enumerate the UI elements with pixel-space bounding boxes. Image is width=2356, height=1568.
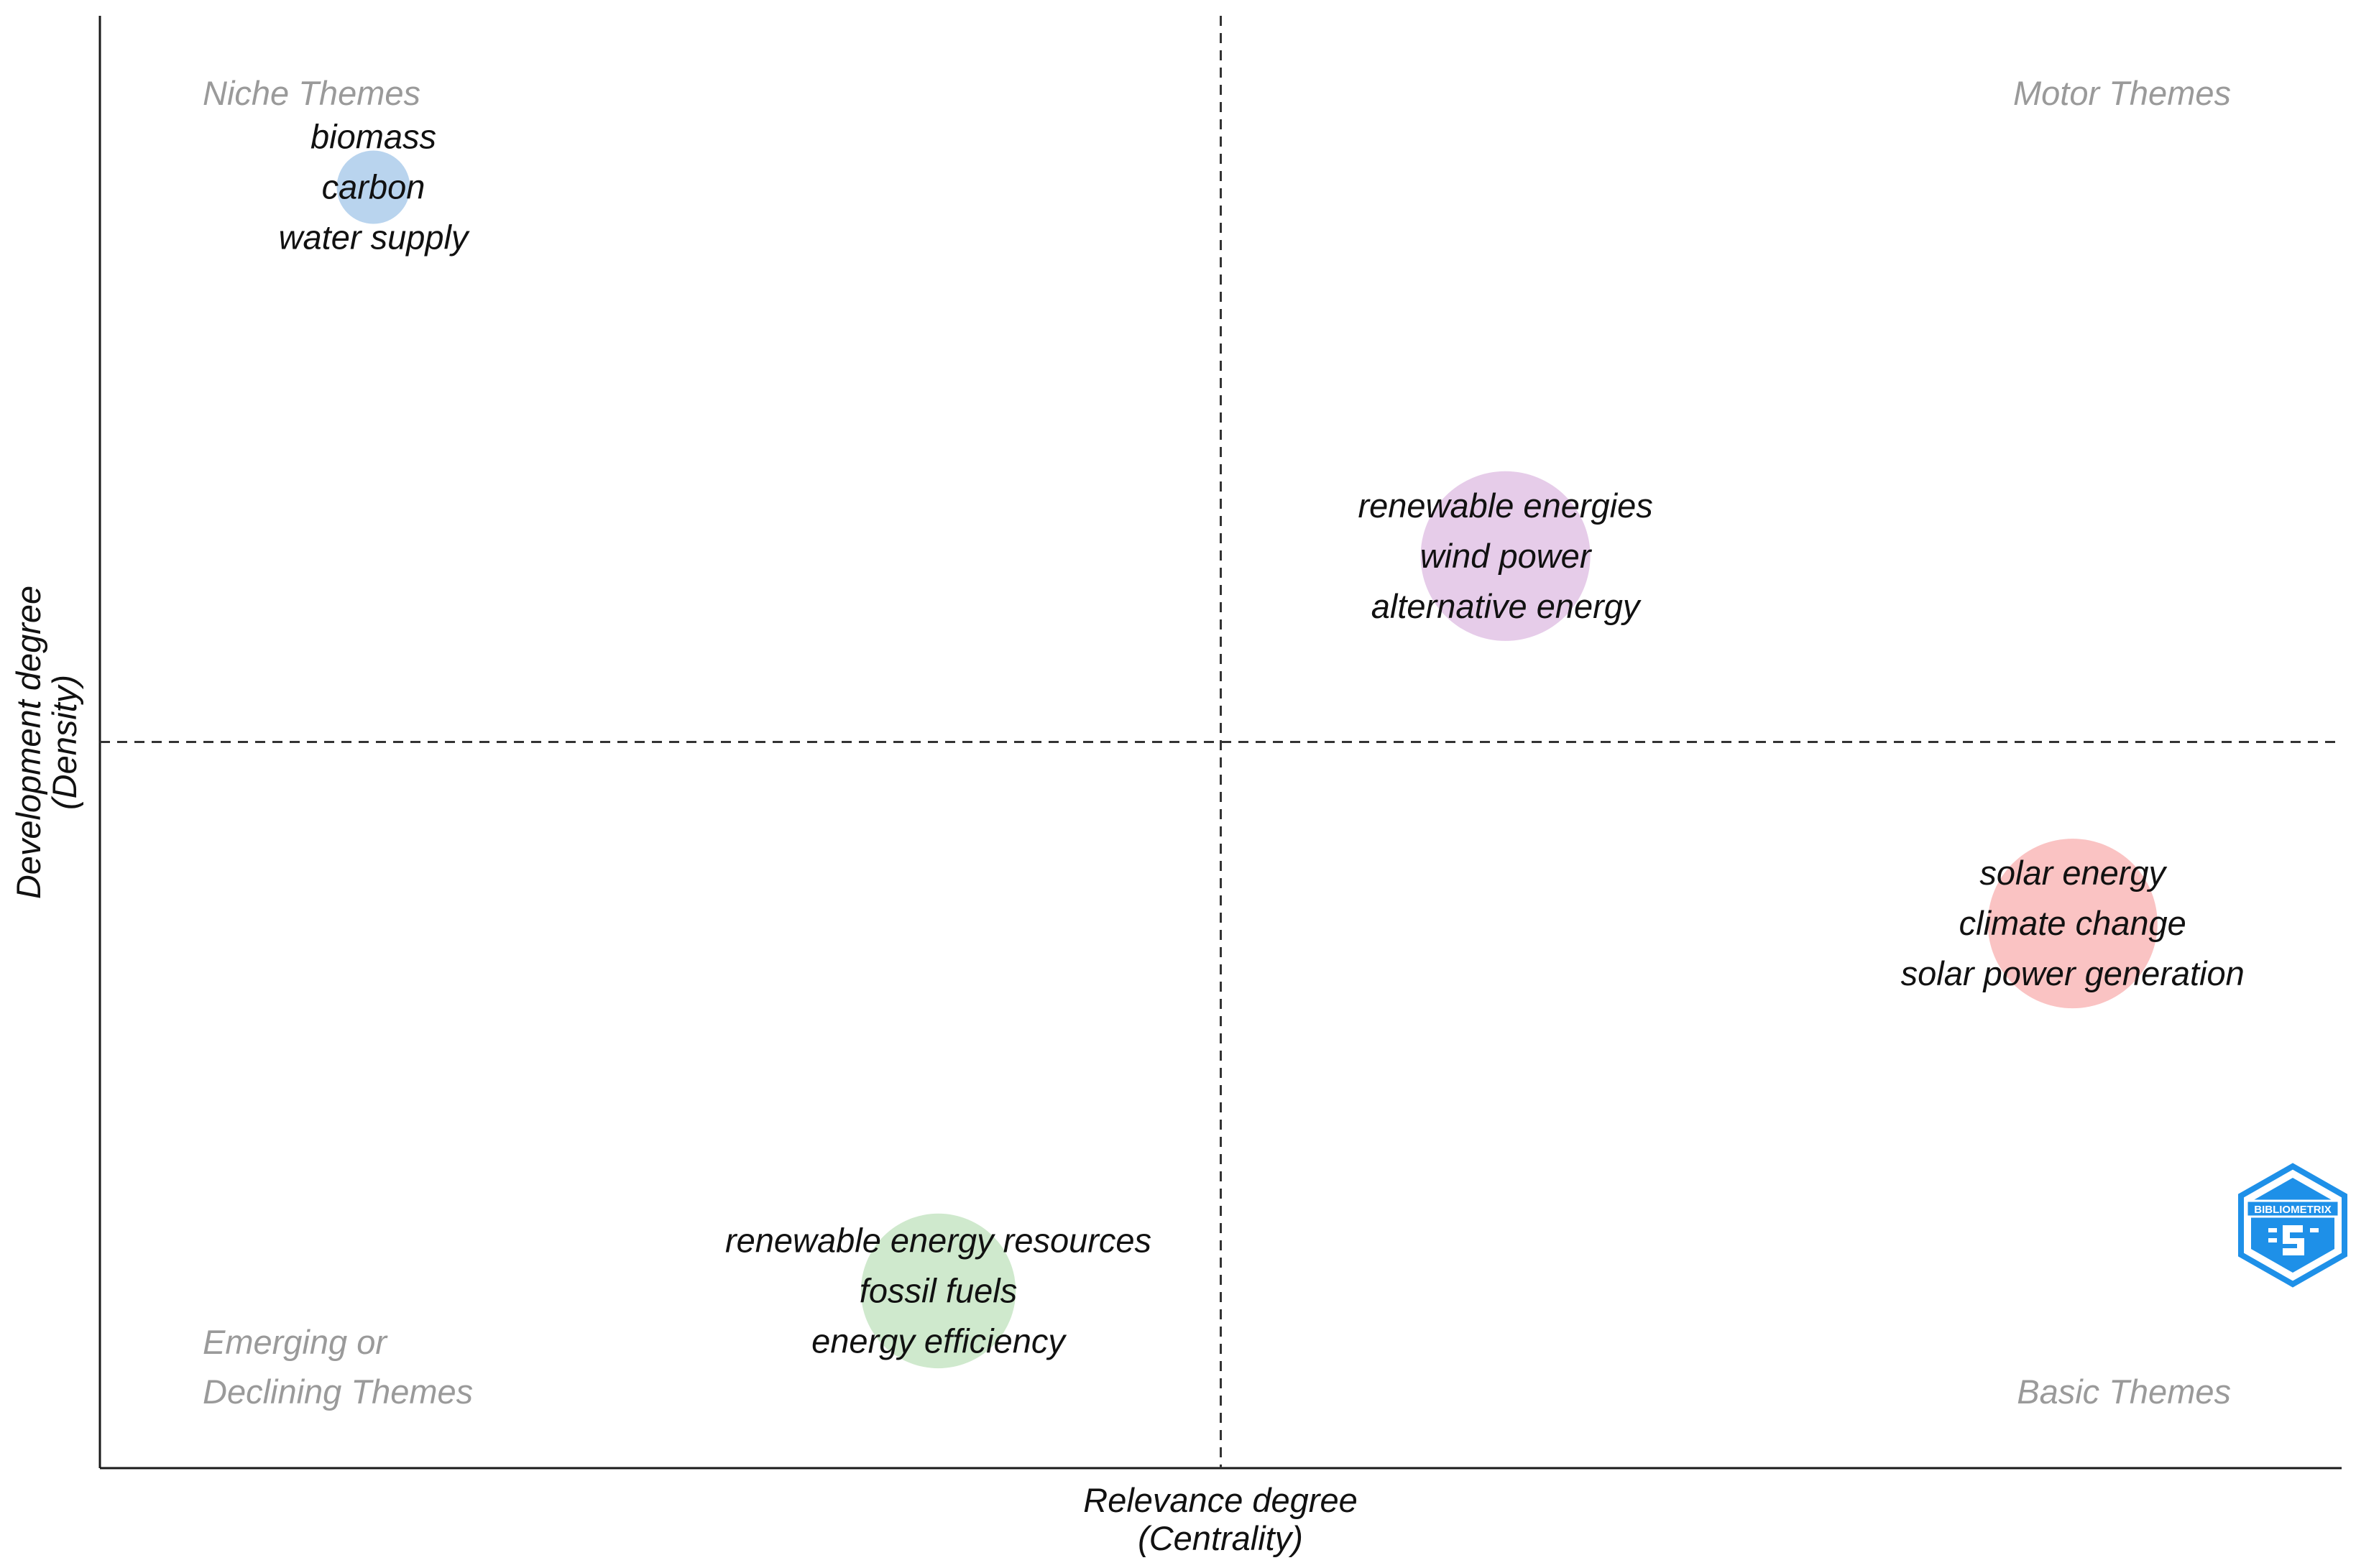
cluster-bubble-2	[1420, 471, 1591, 641]
cluster-3-keyword-1: solar energy	[1979, 854, 2167, 892]
cluster-1-keyword-1: biomass	[310, 117, 436, 155]
quadrant-label-niche: Niche Themes	[203, 74, 420, 112]
cluster-bubble-4	[860, 1213, 1016, 1369]
cluster-2-keyword-2: wind power	[1420, 537, 1593, 575]
cluster-2-keyword-1: renewable energies	[1358, 486, 1653, 525]
y-axis-subtitle: (Density)	[45, 675, 83, 810]
quadrant-label-basic: Basic Themes	[2017, 1373, 2231, 1411]
cluster-4-keyword-3: energy efficiency	[811, 1322, 1067, 1360]
cluster-2-keyword-3: alternative energy	[1371, 587, 1642, 625]
cluster-bubble-1	[336, 150, 410, 224]
cluster-4-keyword-2: fossil fuels	[860, 1271, 1017, 1309]
cluster-3-keyword-3: solar power generation	[1901, 954, 2245, 992]
y-axis-title: Development degree	[9, 586, 47, 899]
cluster-1-keyword-2: carbon	[322, 167, 425, 206]
cluster-4-keyword-1: renewable energy resources	[725, 1221, 1151, 1259]
x-axis-title: Relevance degree	[1083, 1481, 1358, 1519]
cluster-bubbles	[336, 150, 2158, 1369]
cluster-keyword-labels: biomass carbon water supply renewable energ…	[279, 117, 2245, 1360]
quadrant-label-emerging-line1: Emerging or	[203, 1323, 388, 1361]
cluster-1-keyword-3: water supply	[279, 218, 470, 256]
x-axis-subtitle: (Centrality)	[1138, 1519, 1303, 1557]
bibliometrix-logo: BIBLIOMETRIX	[2238, 1163, 2347, 1288]
cluster-bubble-3	[1987, 839, 2158, 1009]
logo-text: BIBLIOMETRIX	[2254, 1204, 2332, 1216]
quadrant-label-emerging-line2: Declining Themes	[203, 1373, 473, 1411]
cluster-3-keyword-2: climate change	[1959, 904, 2186, 942]
quadrant-label-motor: Motor Themes	[2013, 74, 2231, 112]
